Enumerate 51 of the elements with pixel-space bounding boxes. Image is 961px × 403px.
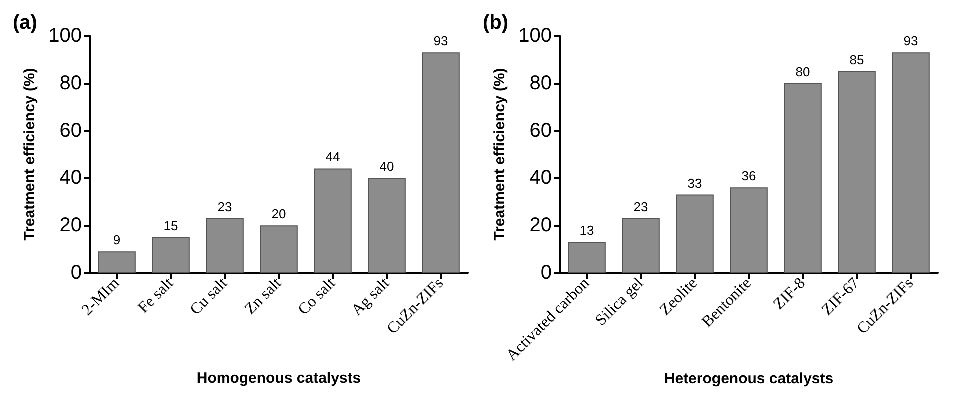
x-tick-label: Fe salt bbox=[135, 274, 178, 317]
data-label: 20 bbox=[272, 206, 286, 222]
y-tick-label: 0 bbox=[540, 262, 552, 284]
y-tick-label: 20 bbox=[530, 214, 552, 237]
bar bbox=[622, 218, 660, 273]
data-label: 9 bbox=[113, 232, 121, 248]
data-label: 15 bbox=[164, 218, 178, 234]
data-label: 40 bbox=[380, 159, 394, 174]
bar bbox=[152, 237, 190, 273]
bar bbox=[368, 178, 406, 273]
bar bbox=[730, 188, 768, 273]
data-label: 36 bbox=[742, 168, 756, 184]
bar bbox=[676, 194, 714, 273]
y-tick-label: 20 bbox=[60, 214, 82, 237]
data-label: 80 bbox=[796, 64, 810, 80]
chart-title: (a) bbox=[13, 12, 38, 34]
x-axis-title: Heterogenous catalysts bbox=[664, 370, 834, 388]
data-label: 93 bbox=[434, 34, 448, 49]
data-label: 23 bbox=[634, 199, 648, 214]
y-tick-label: 100 bbox=[48, 25, 82, 47]
y-tick-label: 60 bbox=[60, 120, 82, 142]
data-label: 85 bbox=[850, 52, 864, 68]
data-label: 33 bbox=[688, 176, 702, 191]
data-label: 23 bbox=[218, 199, 232, 214]
y-tick-label: 40 bbox=[530, 167, 552, 190]
bar bbox=[784, 83, 822, 273]
data-label: 44 bbox=[326, 150, 340, 165]
x-tick-label: Ag salt bbox=[348, 274, 394, 320]
x-tick-label: Cu salt bbox=[187, 274, 232, 319]
bar bbox=[838, 72, 876, 273]
data-label: 13 bbox=[580, 223, 594, 238]
bar bbox=[568, 242, 606, 273]
bar bbox=[206, 218, 244, 273]
bar bbox=[422, 52, 460, 273]
x-axis-title: Homogenous catalysts bbox=[196, 370, 362, 387]
y-axis-title: Treatment efficiency (%) bbox=[22, 68, 39, 241]
chart-title: (b) bbox=[483, 12, 509, 34]
bar bbox=[98, 252, 136, 273]
y-tick-label: 0 bbox=[70, 262, 82, 284]
x-tick-label: Co salt bbox=[295, 274, 340, 319]
y-tick-label: 80 bbox=[530, 72, 552, 94]
y-tick-label: 60 bbox=[530, 120, 552, 142]
x-tick-label: Zn salt bbox=[242, 274, 286, 318]
data-label: 93 bbox=[904, 34, 918, 49]
y-axis-title: Treatment efficiency (%) bbox=[492, 68, 509, 241]
bar bbox=[260, 226, 298, 273]
y-tick-label: 40 bbox=[60, 167, 82, 190]
y-tick-label: 80 bbox=[60, 72, 82, 94]
bar bbox=[314, 168, 352, 273]
bar bbox=[892, 52, 930, 273]
y-tick-label: 100 bbox=[518, 25, 552, 47]
